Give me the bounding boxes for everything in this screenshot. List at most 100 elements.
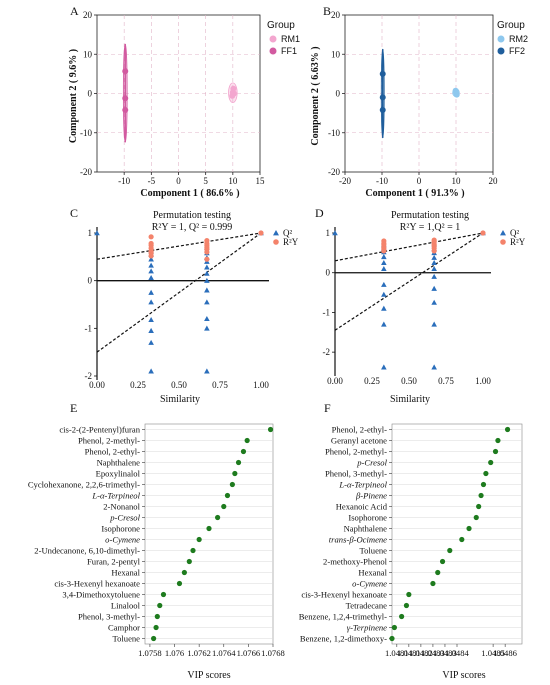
chart-b-ytick-label: 20 <box>331 10 341 20</box>
chart-d-xtick-label: 0.50 <box>401 376 417 386</box>
chart-f-xtick-label: 1.0481 <box>397 648 421 658</box>
chart-c-xtick-label: 0.75 <box>212 380 228 390</box>
chart-f-vip-point <box>480 481 487 488</box>
chart-c-q2-point <box>204 325 210 331</box>
chart-f-category-label: trans-β-Ocimene <box>329 535 387 545</box>
chart-e-vip-point <box>206 525 212 532</box>
chart-d-legend-marker-q2 <box>500 230 506 236</box>
chart-a-ytick-label: -20 <box>80 167 92 177</box>
chart-b-point-FF2 <box>379 70 386 77</box>
chart-d-ytick-label: -1 <box>323 307 331 317</box>
chart-c-q2-point <box>148 256 154 262</box>
chart-f-category-label: 2-methoxy-Phenol <box>323 557 388 567</box>
chart-f-category-label: L-α-Terpineol <box>338 480 387 490</box>
chart-c-regression-line-r2y <box>96 232 262 260</box>
chart-a-xtick-label: 15 <box>256 176 266 186</box>
chart-f-category-label: β-Pinene <box>355 491 387 501</box>
panel-label-a: A <box>70 4 79 18</box>
chart-c-q2-point <box>148 289 154 295</box>
chart-f-xtick-label: 1.0486 <box>493 648 517 658</box>
chart-b-legend-title: Group <box>497 20 525 31</box>
chart-e-vip-point <box>240 448 247 455</box>
chart-b-xtick-label: -10 <box>376 176 388 186</box>
chart-e-category-label: 3,4-Dimethoxytoluene <box>62 590 140 600</box>
chart-d-q2-point <box>431 273 437 279</box>
chart-e-category-label: Naphthalene <box>97 458 141 468</box>
chart-e-category-label: Camphor <box>108 623 140 633</box>
chart-c-regression-line-q2 <box>96 232 262 353</box>
chart-f-frame <box>391 423 523 645</box>
chart-b-ytick-label: -10 <box>328 128 340 138</box>
chart-b-xtick-label: 20 <box>489 176 499 186</box>
chart-b-xtick-label: 0 <box>417 176 422 186</box>
chart-f-vip-point <box>492 448 499 455</box>
chart-b-point-FF2 <box>379 94 386 101</box>
panel-label-d: D <box>315 206 324 220</box>
chart-c-xtick-label: 1.00 <box>253 380 269 390</box>
chart-f-category-label: Hexanal <box>358 568 387 578</box>
chart-e-category-label: o-Cymene <box>105 535 140 545</box>
chart-e-xtick-label: 1.076 <box>165 648 185 658</box>
chart-c-subtitle: R²Y = 1, Q² = 0.999 <box>152 222 233 233</box>
chart-f-category-label: cis-3-Hexenyl hexanoate <box>301 590 387 600</box>
chart-c-title: Permutation testing <box>153 210 231 221</box>
chart-d-xtick-label: 0.75 <box>438 376 454 386</box>
chart-e-category-label: Epoxylinalol <box>96 469 141 479</box>
chart-d-subtitle: R²Y = 1,Q² = 1 <box>400 222 461 233</box>
chart-e-category-label: Cyclohexanone, 2,2,6-trimethyl- <box>28 480 140 490</box>
chart-e-xtick-label: 1.0768 <box>261 648 285 658</box>
chart-f-vip-point <box>495 437 501 444</box>
chart-d-legend-label-r2y: R²Y <box>510 237 526 247</box>
chart-f-vip-point <box>391 624 398 631</box>
chart-f-xtick-label: 1.0484 <box>445 648 469 658</box>
chart-e-vip-point <box>232 470 238 477</box>
chart-c-r2y-point <box>148 253 154 259</box>
chart-c-q2-point <box>148 368 154 374</box>
chart-c-xtick-label: 0.25 <box>130 380 146 390</box>
chart-c-q2-point <box>204 299 210 305</box>
chart-d-r2y-point <box>480 230 486 236</box>
chart-f-xtick-label: 1.0483 <box>421 648 445 658</box>
chart-f-vip-point <box>476 503 482 510</box>
chart-a-ytick-label: -10 <box>80 128 92 138</box>
chart-f-vip-point <box>439 558 446 565</box>
chart-b-point-FF2 <box>379 106 386 113</box>
chart-c-q2-point <box>204 264 210 270</box>
chart-d-ytick-label: 1 <box>326 228 331 238</box>
chart-f-category-label: Toluene <box>359 546 387 556</box>
chart-c-ytick-label: -1 <box>85 323 93 333</box>
chart-f-category-label: Benzene, 1,2-dimethoxy- <box>300 634 387 644</box>
chart-a-xtick-label: 10 <box>228 176 238 186</box>
chart-c-ytick-label: -2 <box>85 371 93 381</box>
chart-e-vip-point <box>154 613 160 620</box>
chart-c-q2-point <box>204 277 210 283</box>
chart-e-xtick-label: 1.0758 <box>138 648 162 658</box>
chart-b-point-RM2 <box>452 87 459 94</box>
chart-d-legend-marker-r2y <box>500 239 506 245</box>
chart-d-q2-point <box>431 265 437 271</box>
chart-c-legend-label-r2y: R²Y <box>283 237 299 247</box>
chart-f-vip-point <box>399 613 405 620</box>
chart-c-q2-point <box>204 270 210 276</box>
chart-e-vip-point <box>224 492 231 499</box>
chart-f-xtick-label: 1.0482 <box>409 648 433 658</box>
chart-e-category-label: Furan, 2-pentyl <box>87 557 141 567</box>
chart-e-vip-point <box>153 624 159 631</box>
chart-a-point-RM1 <box>230 90 237 97</box>
chart-d-q2-point <box>381 291 387 297</box>
chart-b-xtick-label: 10 <box>452 176 462 186</box>
chart-c-ytick-label: 0 <box>88 276 93 286</box>
chart-f-vip-point <box>504 426 511 433</box>
chart-e-vip-point <box>221 503 227 510</box>
chart-a-ytick-label: 20 <box>83 10 93 20</box>
chart-f-vip-point <box>473 514 479 521</box>
chart-d-ytick-label: 0 <box>326 268 331 278</box>
chart-d-q2-point <box>431 259 437 266</box>
chart-c-q2-point <box>94 230 100 236</box>
chart-e-category-label: 2-Undecanone, 6,10-dimethyl- <box>34 546 140 556</box>
chart-c-xtick-label: 0.50 <box>171 380 187 390</box>
chart-b-legend-label-FF2: FF2 <box>509 46 525 56</box>
chart-e-frame <box>144 423 274 645</box>
chart-f-vip-point <box>406 591 412 598</box>
